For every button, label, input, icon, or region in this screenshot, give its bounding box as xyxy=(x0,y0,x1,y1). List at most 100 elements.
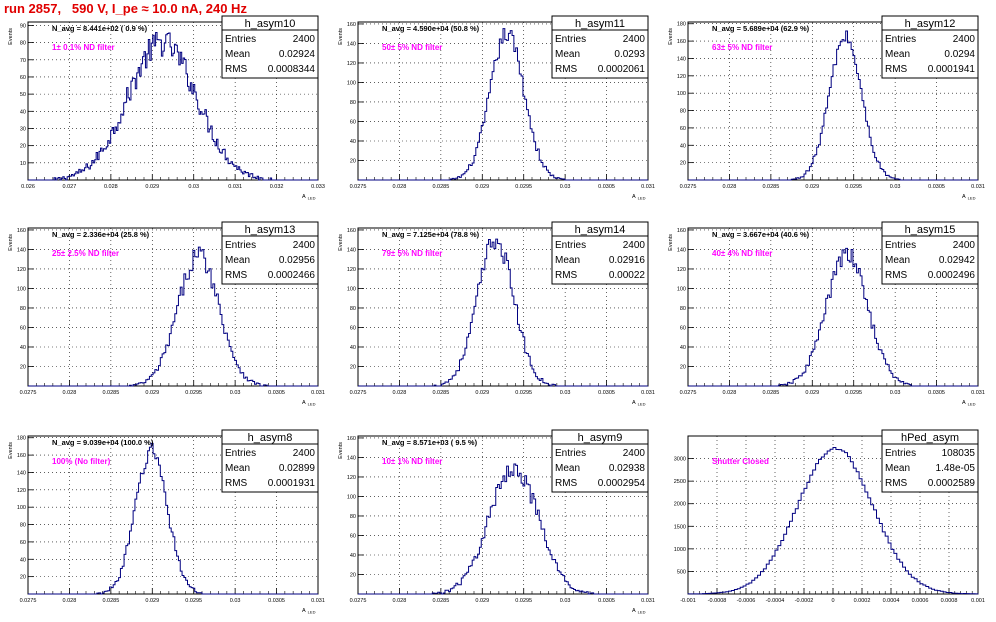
filter-annotation: Shutter Closed xyxy=(712,457,769,466)
x-tick-label: 0.029 xyxy=(145,390,159,396)
histogram-panel-h_asym10: 0.026 0.027 0.028 0.029 0.03 0.031 0.032 0.033 1… xyxy=(8,15,325,201)
filter-annotation: 10± 1% ND filter xyxy=(382,457,442,466)
x-tick-label: 0.029 xyxy=(475,184,489,190)
x-tick-label: 0.028 xyxy=(393,184,407,190)
histogram-line xyxy=(688,30,978,181)
y-tick-label: 2500 xyxy=(674,479,686,485)
y-tick-label: 160 xyxy=(347,436,356,442)
histogram-line xyxy=(687,446,979,595)
histogram-panel-h_asym14: 0.0275 0.028 0.0285 0.029 0.0295 0.03 0.0305 0.… xyxy=(338,221,655,407)
x-tick-label: 0.031 xyxy=(641,390,655,396)
histogram-name: h_asym10 xyxy=(245,18,296,30)
x-tick-label: 0.0295 xyxy=(185,390,202,396)
x-axis-label: A LED xyxy=(302,608,316,615)
y-tick-label: 40 xyxy=(350,553,356,559)
histogram-name: h_asym14 xyxy=(575,224,626,236)
stats-value: 2400 xyxy=(623,448,646,459)
navg-label: N_avg = 9.039e+04 (100.0 %) xyxy=(52,438,154,447)
y-tick-label: 120 xyxy=(17,488,26,494)
x-tick-label: 0.0285 xyxy=(762,184,779,190)
stats-label: Entries xyxy=(885,240,916,251)
navg-label: N_avg = 7.125e+04 (78.8 %) xyxy=(382,230,480,239)
stats-label: RMS xyxy=(555,64,578,75)
y-tick-label: 40 xyxy=(20,109,26,115)
stats-box xyxy=(551,429,649,493)
y-tick-label: 40 xyxy=(20,557,26,563)
y-tick-label: 3000 xyxy=(674,457,686,463)
x-tick-label: 0.0285 xyxy=(432,390,449,396)
stats-value: 0.0002496 xyxy=(928,270,976,281)
stats-value: 108035 xyxy=(942,448,976,459)
stats-label: Entries xyxy=(885,448,916,459)
x-tick-label: 0.028 xyxy=(393,390,407,396)
stats-label: RMS xyxy=(225,270,248,281)
histogram-name: h_asym11 xyxy=(575,18,625,30)
stats-value: 2400 xyxy=(293,34,316,45)
y-tick-label: 20 xyxy=(20,364,26,370)
x-tick-label: 0.029 xyxy=(145,598,159,604)
y-tick-label: 80 xyxy=(20,306,26,312)
y-tick-label: 160 xyxy=(347,22,356,28)
x-tick-label: 0.0002 xyxy=(854,598,871,604)
stats-label: Entries xyxy=(555,34,586,45)
y-tick-label: 50 xyxy=(20,92,26,98)
y-tick-label: 140 xyxy=(677,247,686,253)
y-tick-label: 60 xyxy=(20,540,26,546)
x-tick-label: 0.0275 xyxy=(680,184,697,190)
x-tick-label: 0.029 xyxy=(475,390,489,396)
x-tick-label: 0.0305 xyxy=(928,390,945,396)
x-tick-label: 0.0305 xyxy=(928,184,945,190)
y-axis-label: Events xyxy=(338,234,344,251)
y-tick-label: 80 xyxy=(680,306,686,312)
x-axis-label: A LED xyxy=(632,400,646,407)
y-tick-label: 140 xyxy=(347,41,356,47)
x-tick-label: 0.0295 xyxy=(845,184,862,190)
x-tick-label: 0.0295 xyxy=(515,390,532,396)
stats-value: 0.02938 xyxy=(609,463,646,474)
x-tick-label: -0.0006 xyxy=(737,598,756,604)
x-tick-label: -0.001 xyxy=(680,598,696,604)
stats-label: RMS xyxy=(555,270,578,281)
navg-label: N_avg = 5.689e+04 (62.9 %) xyxy=(712,24,810,33)
stats-value: 0.00022 xyxy=(609,270,646,281)
histogram-line xyxy=(28,246,318,387)
x-tick-label: 0.03 xyxy=(890,390,901,396)
y-tick-label: 1500 xyxy=(674,524,686,530)
stats-label: Mean xyxy=(555,255,580,266)
y-tick-label: 60 xyxy=(350,325,356,331)
stats-label: Mean xyxy=(885,49,910,60)
y-tick-label: 100 xyxy=(347,286,356,292)
y-tick-label: 100 xyxy=(677,91,686,97)
y-axis-label: Events xyxy=(8,442,14,459)
y-tick-label: 160 xyxy=(17,453,26,459)
x-tick-label: 0.028 xyxy=(63,598,77,604)
y-axis-label: Events xyxy=(338,28,344,45)
x-tick-label: 0.0275 xyxy=(350,390,367,396)
x-tick-label: 0.031 xyxy=(311,390,325,396)
y-axis-label: Events xyxy=(338,442,344,459)
stats-value: 0.02956 xyxy=(279,255,316,266)
y-tick-label: 90 xyxy=(20,23,26,29)
x-tick-label: 0.031 xyxy=(641,184,655,190)
x-axis-label: A LED xyxy=(962,194,976,201)
navg-label: N_avg = 8.441e+02 ( 0.9 %) xyxy=(52,24,148,33)
x-tick-label: 0.031 xyxy=(311,598,325,604)
y-tick-label: 10 xyxy=(20,161,26,167)
y-tick-label: 100 xyxy=(17,286,26,292)
x-axis-label: A LED xyxy=(632,194,646,201)
stats-value: 0.0001931 xyxy=(268,478,316,489)
x-tick-label: -0.0008 xyxy=(708,598,727,604)
y-tick-label: 20 xyxy=(20,144,26,150)
stats-value: 0.0294 xyxy=(944,49,975,60)
page-title: run 2857, 590 V, I_pe ≈ 10.0 nA, 240 Hz xyxy=(4,1,247,16)
x-tick-label: 0.0006 xyxy=(912,598,929,604)
stats-value: 2400 xyxy=(623,240,646,251)
y-tick-label: 60 xyxy=(680,325,686,331)
stats-label: Mean xyxy=(225,463,250,474)
y-tick-label: 20 xyxy=(350,364,356,370)
y-tick-label: 2000 xyxy=(674,502,686,508)
stats-label: RMS xyxy=(885,64,908,75)
x-tick-label: -0.0002 xyxy=(795,598,814,604)
x-tick-label: 0.028 xyxy=(723,390,737,396)
x-tick-label: 0.03 xyxy=(230,390,241,396)
